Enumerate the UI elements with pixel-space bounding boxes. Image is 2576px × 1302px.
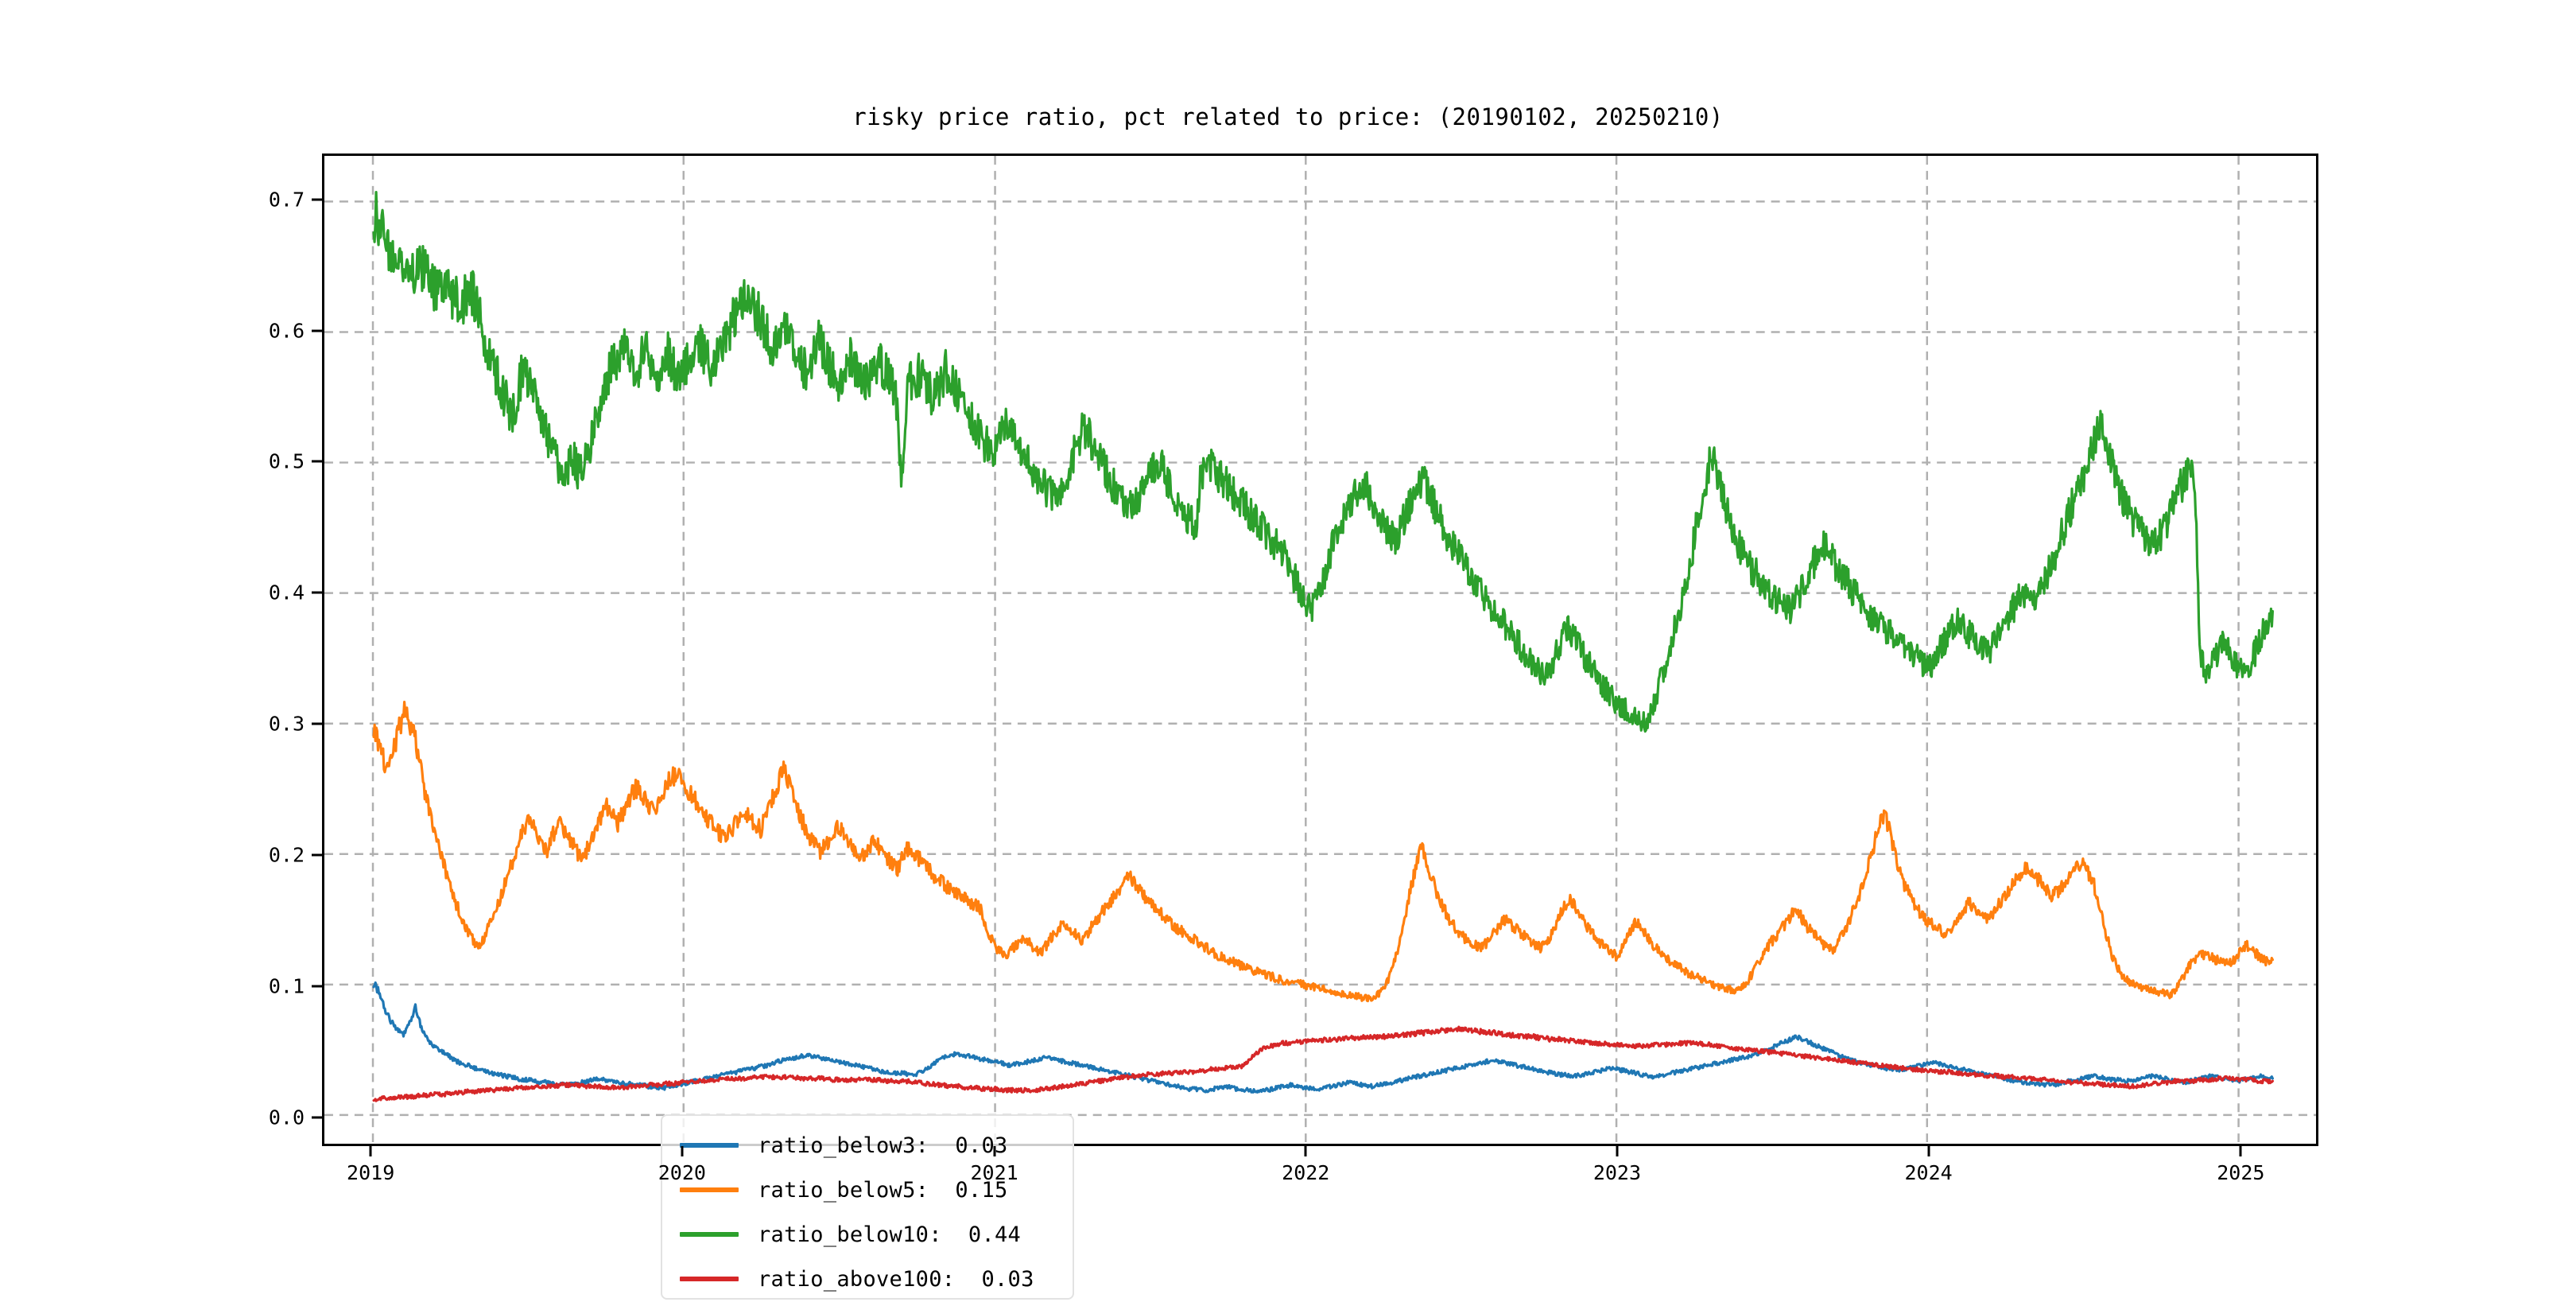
y-tick-label: 0.4	[268, 581, 305, 604]
legend-entries: ratio_below3: 0.03 ratio_below5: 0.15 rati…	[662, 1116, 1073, 1298]
legend-label: ratio_below10: 0.44	[758, 1222, 1022, 1247]
x-tick-mark	[681, 1146, 684, 1156]
series-line-ratio_below5	[372, 701, 2274, 1003]
x-tick-label: 2020	[658, 1161, 706, 1184]
y-tick-label: 0.5	[268, 449, 305, 473]
x-tick-mark	[993, 1146, 996, 1156]
x-tick-mark	[369, 1146, 372, 1156]
legend-item-ratio_below10[interactable]: ratio_below10: 0.44	[662, 1211, 1073, 1257]
y-tick-mark	[312, 1116, 322, 1119]
legend-item-ratio_below3[interactable]: ratio_below3: 0.03	[662, 1122, 1073, 1168]
y-tick-mark	[312, 985, 322, 988]
legend-item-ratio_below5[interactable]: ratio_below5: 0.15	[662, 1167, 1073, 1213]
y-tick-label: 0.2	[268, 843, 305, 867]
legend-color-swatch	[680, 1187, 739, 1192]
legend-color-swatch	[680, 1277, 739, 1281]
plot-area: ratio_below3: 0.03 ratio_below5: 0.15 rati…	[322, 154, 2318, 1300]
gridlines	[324, 156, 2316, 1144]
x-tick-mark	[2239, 1146, 2242, 1156]
y-tick-mark	[312, 329, 322, 332]
y-tick-mark	[312, 460, 322, 463]
y-tick-mark	[312, 198, 322, 201]
legend-label: ratio_below5: 0.15	[758, 1177, 1008, 1203]
x-tick-label: 2024	[1904, 1161, 1953, 1184]
x-tick-mark	[1616, 1146, 1619, 1156]
legend-item-ratio_above100[interactable]: ratio_above100: 0.03	[662, 1256, 1073, 1302]
y-axis-tick-marks	[312, 154, 322, 1146]
series-line-ratio_below10	[372, 191, 2274, 733]
y-tick-label: 0.0	[268, 1106, 305, 1129]
y-tick-mark	[312, 591, 322, 594]
y-tick-label: 0.3	[268, 712, 305, 736]
x-tick-label: 2021	[970, 1161, 1018, 1184]
y-tick-mark	[312, 722, 322, 725]
legend-color-swatch	[680, 1143, 739, 1148]
x-tick-label: 2022	[1282, 1161, 1330, 1184]
legend-label: ratio_above100: 0.03	[758, 1266, 1034, 1292]
y-tick-label: 0.6	[268, 319, 305, 343]
x-tick-label: 2023	[1593, 1161, 1642, 1184]
legend-color-swatch	[680, 1232, 739, 1237]
x-tick-label: 2019	[347, 1161, 395, 1184]
x-tick-label: 2025	[2217, 1161, 2265, 1184]
x-tick-mark	[1927, 1146, 1930, 1156]
series-line-ratio_above100	[372, 1025, 2274, 1102]
x-axis-tick-labels: 2019 2020 2021 2022 2023 2024 2025	[322, 1161, 2318, 1201]
x-tick-mark	[1304, 1146, 1307, 1156]
series-canvas	[324, 156, 2316, 1144]
y-tick-label: 0.7	[268, 188, 305, 212]
x-axis-tick-marks	[322, 1146, 2318, 1156]
y-axis-tick-labels: 0.0 0.1 0.2 0.3 0.4 0.5 0.6 0.7	[242, 154, 305, 1146]
y-tick-label: 0.1	[268, 974, 305, 998]
legend: ratio_below3: 0.03 ratio_below5: 0.15 rati…	[661, 1114, 1074, 1300]
page-title: risky price ratio, pct related to price:…	[852, 103, 1724, 130]
y-tick-mark	[312, 853, 322, 857]
legend-label: ratio_below3: 0.03	[758, 1133, 1008, 1158]
data-series-lines	[372, 191, 2274, 1102]
